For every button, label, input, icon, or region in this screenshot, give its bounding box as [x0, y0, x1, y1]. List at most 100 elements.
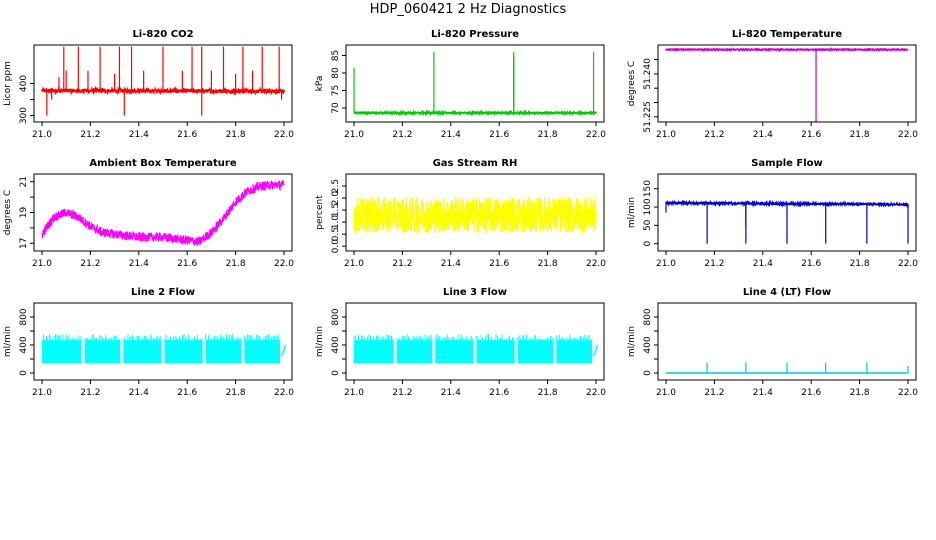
flow-band-edge: [243, 334, 280, 341]
flow-band-segment: [556, 340, 593, 364]
x-tick-label: 22.0: [898, 130, 918, 140]
y-axis: 0 400 800: [19, 308, 34, 376]
series-line: [665, 47, 909, 53]
panel-7: Line 2 Flow ml/min 21.0 21.2 21.4 21.6 21.8 22.…: [3, 287, 294, 398]
y-axis: 0.00.51.01.52.02.5: [331, 179, 346, 253]
x-tick-label: 21.8: [538, 130, 558, 140]
x-tick-label: 21.4: [753, 388, 773, 398]
y-axis-label: ml/min: [315, 326, 325, 357]
y-tick-label: 0: [19, 370, 29, 376]
x-tick-label: 21.8: [538, 388, 558, 398]
x-tick-label: 21.6: [177, 388, 197, 398]
y-tick-label: 300: [19, 107, 29, 124]
x-tick-label: 21.8: [226, 259, 246, 269]
series-line: [353, 109, 597, 117]
panel-title: Line 4 (LT) Flow: [743, 287, 831, 298]
plot-frame: [657, 44, 917, 123]
x-tick-label: 21.6: [489, 130, 509, 140]
plot-frame: [33, 302, 293, 381]
y-axis: 51.225 51.240: [643, 58, 658, 133]
y-tick-label: 0: [331, 370, 341, 376]
x-tick-label: 21.6: [489, 388, 509, 398]
x-tick-label: 21.4: [129, 130, 149, 140]
flow-band-edge: [353, 334, 394, 341]
x-tick-label: 21.2: [80, 130, 100, 140]
y-tick-label: 51.240: [643, 58, 653, 90]
flow-band-segment: [42, 340, 82, 364]
x-tick-label: 21.6: [801, 388, 821, 398]
y-axis-label: degrees C: [627, 61, 637, 106]
y-tick-label: 17: [19, 238, 29, 249]
panel-8: Line 3 Flow ml/min 21.0 21.2 21.4 21.6 21.8 22.…: [315, 287, 606, 398]
flow-band-edge: [517, 334, 553, 341]
series-line: [353, 196, 597, 235]
x-axis: 21.0 21.2 21.4 21.6 21.8 22.0: [656, 122, 918, 140]
y-axis-label: ml/min: [627, 197, 637, 228]
panel-title: Line 3 Flow: [443, 287, 507, 298]
y-tick-label: 70: [331, 102, 341, 114]
series-marks: [353, 196, 597, 235]
y-tick-label: 100: [643, 198, 653, 215]
flow-band-edge: [122, 334, 162, 341]
y-axis: 0 400 800: [331, 308, 346, 376]
x-tick-label: 21.8: [538, 259, 558, 269]
flow-band-segment: [517, 340, 554, 364]
x-tick-label: 21.6: [801, 130, 821, 140]
x-tick-label: 21.0: [344, 259, 364, 269]
x-axis: 21.0 21.2 21.4 21.6 21.8 22.0: [344, 122, 606, 140]
flow-tail: [592, 344, 599, 357]
series-marks: [665, 199, 909, 244]
flow-band-edge: [555, 334, 592, 341]
y-tick-label: 50: [643, 219, 653, 231]
panel-5: Gas Stream RH percent 21.0 21.2 21.4 21.6 21.8…: [315, 158, 606, 269]
x-tick-label: 21.4: [753, 130, 773, 140]
x-tick-label: 21.2: [704, 130, 724, 140]
y-tick-label: 2.0: [331, 191, 341, 206]
x-tick-label: 21.4: [129, 388, 149, 398]
y-tick-label: 75: [331, 85, 341, 96]
x-tick-label: 21.6: [177, 130, 197, 140]
series-marks: [353, 52, 597, 117]
x-tick-label: 22.0: [274, 259, 294, 269]
y-axis: 300 400: [19, 75, 34, 124]
main-title: HDP_060421 2 Hz Diagnostics: [369, 2, 567, 17]
x-tick-label: 21.0: [656, 388, 676, 398]
flow-band-segment: [84, 340, 121, 364]
y-tick-label: 21: [19, 176, 29, 187]
flow-band-edge: [205, 334, 241, 341]
x-tick-label: 21.2: [704, 388, 724, 398]
panel-title: Li-820 Temperature: [732, 29, 842, 40]
series-marks: [41, 46, 285, 116]
x-tick-label: 21.6: [177, 259, 197, 269]
panel-6: Sample Flow ml/min 21.0 21.2 21.4 21.6 21.8 22.…: [627, 158, 918, 269]
panel-title: Li-820 CO2: [132, 29, 193, 40]
x-tick-label: 21.4: [129, 259, 149, 269]
x-tick-label: 22.0: [586, 259, 606, 269]
x-tick-label: 21.4: [441, 130, 461, 140]
x-axis: 21.0 21.2 21.4 21.6 21.8 22.0: [656, 380, 918, 398]
x-axis: 21.0 21.2 21.4 21.6 21.8 22.0: [32, 251, 294, 269]
flow-band-segment: [164, 340, 203, 364]
y-tick-label: 800: [643, 308, 653, 325]
y-tick-label: 400: [331, 336, 341, 353]
y-tick-label: 1.5: [331, 203, 341, 217]
y-tick-label: 80: [331, 67, 341, 79]
x-axis: 21.0 21.2 21.4 21.6 21.8 22.0: [656, 251, 918, 269]
x-axis: 21.0 21.2 21.4 21.6 21.8 22.0: [344, 380, 606, 398]
plot-frame: [345, 173, 605, 252]
x-axis: 21.0 21.2 21.4 21.6 21.8 22.0: [344, 251, 606, 269]
y-tick-label: 0: [643, 241, 653, 247]
x-tick-label: 21.6: [801, 259, 821, 269]
series-marks: [41, 334, 287, 364]
x-tick-label: 21.0: [656, 259, 676, 269]
flow-band-segment: [354, 340, 394, 364]
y-tick-label: 400: [19, 75, 29, 92]
flow-tail: [280, 344, 287, 357]
x-tick-label: 21.4: [441, 388, 461, 398]
series-marks: [666, 362, 909, 374]
flow-band-edge: [41, 334, 82, 341]
x-tick-label: 21.2: [392, 130, 412, 140]
